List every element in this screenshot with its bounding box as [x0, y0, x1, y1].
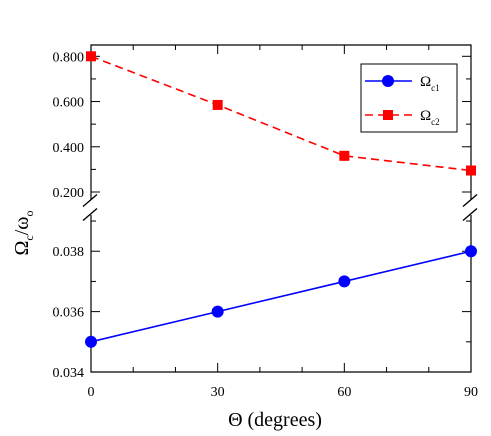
upper-y-tick-label: 0.800 [53, 50, 85, 65]
upper-frame [90, 44, 472, 200]
upper-y-tick-label: 0.600 [53, 96, 85, 111]
axis-break-mark-right-a [462, 193, 478, 208]
series-c1-point [338, 275, 351, 288]
series-c2-point [212, 99, 223, 110]
x-tick-label: 0 [88, 385, 95, 400]
axis-break-mark-left-b [82, 207, 98, 222]
series-c2-line [90, 55, 472, 172]
lower-y-tick-label: 0.034 [53, 366, 85, 381]
x-tick-label: 60 [337, 385, 351, 400]
lower-frame [90, 215, 472, 373]
series-layer [82, 51, 480, 348]
axis-break-mark-left-a [82, 193, 98, 208]
legend-label-c1: Ωc1 [420, 74, 440, 93]
legend: Ωc1 Ωc2 [360, 63, 458, 133]
axis-break-mark-right-b [462, 207, 478, 222]
lower-y-tick-label: 0.038 [53, 245, 85, 260]
series-c2-point [86, 51, 96, 62]
series-c1-line [90, 250, 472, 343]
series-c2-point [466, 165, 476, 176]
series-c1-point [465, 245, 477, 258]
axis-break-gap-left [82, 200, 100, 215]
upper-y-tick-label: 0.400 [53, 141, 85, 156]
upper-panel: 0.800 0.600 0.400 0.200 [53, 44, 472, 201]
legend-box [360, 63, 458, 133]
series-c2-point [339, 150, 350, 161]
upper-y-tick-label: 0.200 [53, 186, 85, 201]
lower-y-tick-label: 0.036 [53, 306, 85, 321]
x-axis-title: Θ (degrees) [228, 409, 322, 431]
x-tick-label: 90 [464, 385, 478, 400]
legend-label-c2: Ωc2 [420, 108, 440, 127]
y-axis-title: Ωc/ωo [11, 211, 36, 256]
legend-marker-c2 [383, 110, 393, 120]
series-c1-point [85, 335, 97, 348]
axis-break-gap-right [462, 200, 480, 215]
x-tick-label: 30 [211, 385, 225, 400]
series-c1-point [211, 305, 224, 318]
legend-marker-c1 [382, 75, 394, 87]
